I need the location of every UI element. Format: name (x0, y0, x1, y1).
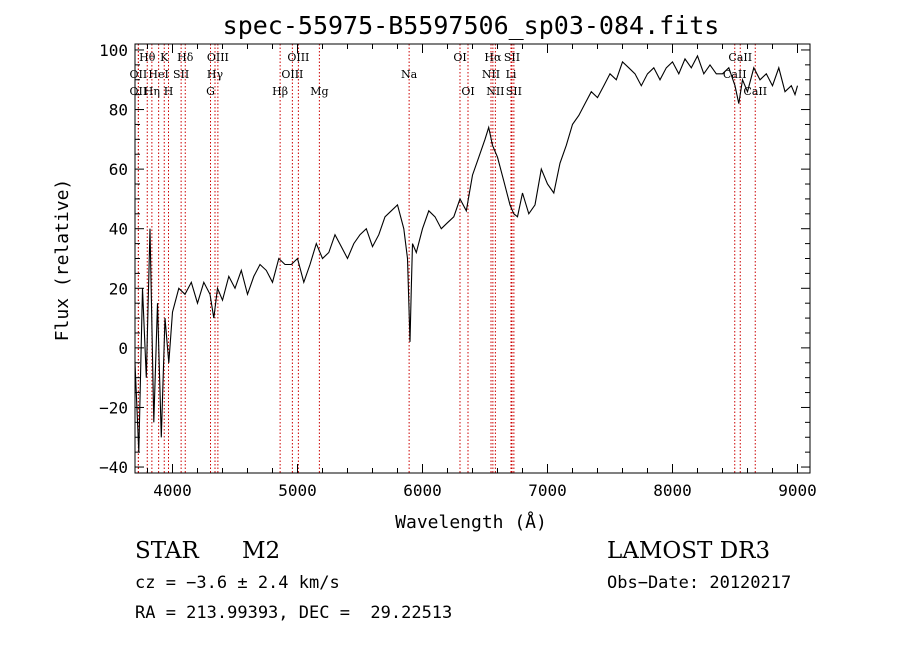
emission-line-labels: Hθ OII OII K HeI Hη SII H Hδ OIII Hγ G Hβ OIII OIII Mg N… (130, 51, 768, 98)
plot-frame (134, 43, 811, 474)
line-marker-label: CaII (743, 85, 767, 98)
line-marker-label: OII (130, 68, 148, 81)
line-marker-label: OIII (281, 68, 303, 81)
sky-coordinates: RA = 213.99393, DEC = 29.22513 (135, 603, 453, 623)
x-tick-label: 4000 (153, 481, 192, 500)
line-marker-label: SII (506, 85, 522, 98)
y-tick-label: 0 (118, 339, 128, 358)
line-marker-label: Li (506, 68, 517, 81)
x-tick-label: 5000 (278, 481, 317, 500)
y-tick-label: −40 (99, 458, 128, 477)
line-marker-label: Hδ (177, 51, 194, 64)
line-marker-label: Hβ (272, 85, 288, 98)
line-marker-label: OI (453, 51, 466, 64)
y-tick-label: −20 (99, 398, 128, 417)
object-subclass: M2 (242, 538, 281, 564)
line-marker-label: HeI (148, 68, 168, 81)
spectrum-line (134, 54, 799, 453)
line-marker-label: SII (173, 68, 189, 81)
line-marker-label: K (160, 51, 169, 64)
line-marker-label: OIII (287, 51, 309, 64)
object-class: STAR (135, 538, 199, 564)
line-marker-label: NII (486, 85, 504, 98)
spectrum-chart: spec-55975-B5597506_sp03-084.fits Hθ OII O… (52, 11, 817, 533)
y-tick-label: 40 (109, 220, 128, 239)
line-marker-label: Hθ (139, 51, 156, 64)
x-tick-label: 8000 (653, 481, 692, 500)
line-marker-label: CaII (728, 51, 752, 64)
x-tick-label: 6000 (403, 481, 442, 500)
emission-line-markers (137, 44, 756, 473)
line-marker-label: G (206, 85, 215, 98)
line-marker-label: Hη (144, 85, 160, 98)
y-tick-label: 80 (109, 101, 128, 120)
y-axis-label: Flux (relative) (52, 179, 73, 342)
line-marker-label: Na (401, 68, 418, 81)
y-tick-label: 60 (109, 160, 128, 179)
y-tick-label: 20 (109, 279, 128, 298)
y-tick-label: 100 (99, 41, 128, 60)
line-marker-label: NII (482, 68, 500, 81)
line-marker-label: OII (130, 85, 148, 98)
line-marker-label: SII (504, 51, 520, 64)
x-tick-label: 9000 (778, 481, 817, 500)
line-marker-label: H (164, 85, 174, 98)
line-marker-label: Hγ (207, 68, 224, 81)
observation-date: Obs−Date: 20120217 (607, 573, 792, 593)
x-axis: 4000 5000 6000 7000 8000 9000 (147, 44, 817, 500)
line-marker-label: OI (461, 85, 474, 98)
line-marker-label: CaII (723, 68, 747, 81)
line-marker-label: Mg (310, 85, 328, 98)
chart-title: spec-55975-B5597506_sp03-084.fits (223, 11, 720, 40)
y-axis: −40 −20 0 20 40 60 80 100 (99, 41, 810, 477)
line-marker-label: Hα (484, 51, 502, 64)
x-axis-label: Wavelength (Å) (395, 511, 547, 533)
x-tick-label: 7000 (528, 481, 567, 500)
redshift-velocity: cz = −3.6 ± 2.4 km/s (135, 573, 340, 593)
line-marker-label: OIII (207, 51, 229, 64)
survey-name: LAMOST DR3 (607, 538, 771, 564)
